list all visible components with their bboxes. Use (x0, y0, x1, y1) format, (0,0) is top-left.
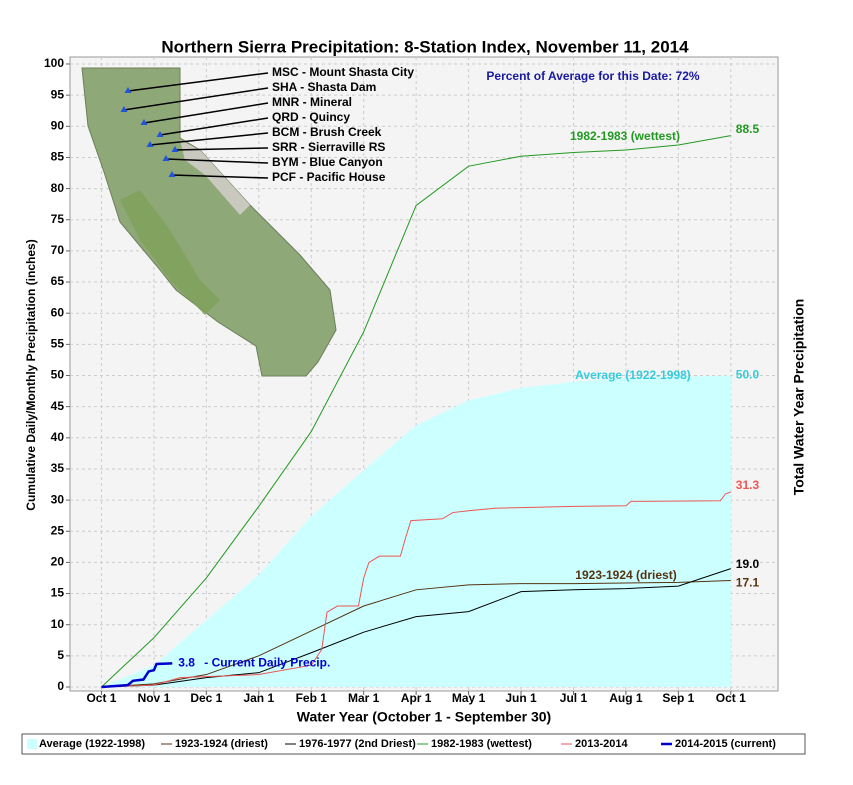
legend-swatch (27, 739, 37, 749)
y-tick-label: 15 (51, 586, 65, 600)
x-tick-label: Apr 1 (401, 691, 432, 705)
station-marker (162, 155, 170, 161)
percent-annotation: Percent of Average for this Date: 72% (486, 69, 700, 83)
y-tick-label: 10 (51, 617, 65, 631)
station-label: QRD - Quincy (272, 110, 350, 124)
x-tick-label: Dec 1 (190, 691, 222, 705)
y-tick-label: 0 (57, 679, 64, 693)
station-label: SRR - Sierraville RS (272, 140, 385, 154)
station-marker (168, 171, 176, 177)
y-tick-label: 35 (51, 461, 65, 475)
station-label: SHA - Shasta Dam (272, 80, 376, 94)
value-label: 17.1 (736, 576, 760, 590)
x-tick-label: Jun 1 (505, 691, 537, 705)
x-tick-label: Oct 1 (86, 691, 116, 705)
y2-axis-label: Total Water Year Precipitation (791, 299, 807, 496)
station-marker (124, 87, 132, 93)
chart-title: Northern Sierra Precipitation: 8-Station… (161, 37, 689, 56)
legend-label: 1982-1983 (wettest) (431, 738, 532, 750)
y-tick-label: 60 (51, 305, 65, 319)
y-tick-label: 100 (44, 56, 64, 70)
station-marker (171, 146, 179, 152)
station-leader (171, 174, 269, 179)
station-label: BYM - Blue Canyon (272, 155, 383, 169)
x-tick-label: Jan 1 (243, 691, 274, 705)
line (101, 135, 731, 688)
value-label: 88.5 (736, 122, 760, 136)
series-label: 1982-1983 (wettest) (570, 129, 680, 143)
value-label: 31.3 (736, 478, 760, 492)
station-leader (159, 117, 269, 136)
x-tick-label: Nov 1 (138, 691, 171, 705)
series-label: 1923-1924 (driest) (575, 568, 676, 582)
station-label: MNR - Mineral (272, 95, 352, 109)
y-tick-label: 85 (51, 150, 65, 164)
central-valley (120, 190, 220, 315)
x-tick-label: Sep 1 (662, 691, 694, 705)
y-tick-label: 95 (51, 87, 65, 101)
x-axis-label: Water Year (October 1 - September 30) (297, 709, 551, 725)
station-label: BCM - Brush Creek (272, 125, 382, 139)
y-tick-label: 55 (51, 337, 65, 351)
station-leader (123, 87, 269, 111)
station-leader (143, 102, 269, 124)
x-tick-label: Mar 1 (348, 691, 380, 705)
y-tick-label: 45 (51, 399, 65, 413)
legend-label: 1923-1924 (driest) (175, 738, 268, 750)
y-tick-label: 20 (51, 555, 65, 569)
sierra (180, 140, 250, 215)
y-tick-label: 80 (51, 181, 65, 195)
x-tick-label: Feb 1 (296, 691, 328, 705)
legend-label: 2013-2014 (575, 738, 628, 750)
station-marker (140, 119, 148, 125)
y-tick-label: 65 (51, 274, 65, 288)
station-leader (149, 132, 269, 146)
station-leader (165, 158, 269, 164)
x-tick-label: Aug 1 (609, 691, 643, 705)
annotation: - Current Daily Precip. (204, 655, 330, 669)
value-label: 50.0 (736, 368, 760, 382)
y-tick-label: 25 (51, 523, 65, 537)
y-tick-label: 70 (51, 243, 65, 257)
station-label: PCF - Pacific House (272, 170, 386, 184)
y-axis-label: Cumulative Daily/Monthly Precipitation (… (24, 239, 38, 510)
station-leader (127, 72, 269, 92)
legend-label: Average (1922-1998) (39, 738, 145, 750)
station-marker (120, 106, 128, 112)
y-tick-label: 90 (51, 118, 65, 132)
station-label: MSC - Mount Shasta City (272, 65, 414, 79)
station-marker (146, 141, 154, 147)
value-label: 19.0 (736, 557, 760, 571)
legend-label: 2014-2015 (current) (675, 738, 776, 750)
x-tick-label: May 1 (452, 691, 486, 705)
y-tick-label: 40 (51, 430, 65, 444)
station-leader (174, 147, 269, 151)
y-tick-label: 5 (57, 648, 64, 662)
y-tick-label: 50 (51, 368, 65, 382)
line (101, 568, 731, 688)
series-label: Average (1922-1998) (575, 368, 691, 382)
y-tick-label: 75 (51, 212, 65, 226)
line (101, 579, 731, 688)
value-label: 3.8 (178, 655, 195, 669)
station-marker (156, 131, 164, 137)
legend-label: 1976-1977 (2nd Driest) (299, 738, 416, 750)
x-tick-label: Jul 1 (560, 691, 588, 705)
line (101, 662, 173, 689)
y-tick-label: 30 (51, 492, 65, 506)
area (101, 375, 731, 687)
x-tick-label: Oct 1 (716, 691, 746, 705)
legend (21, 733, 806, 755)
line (101, 491, 731, 688)
